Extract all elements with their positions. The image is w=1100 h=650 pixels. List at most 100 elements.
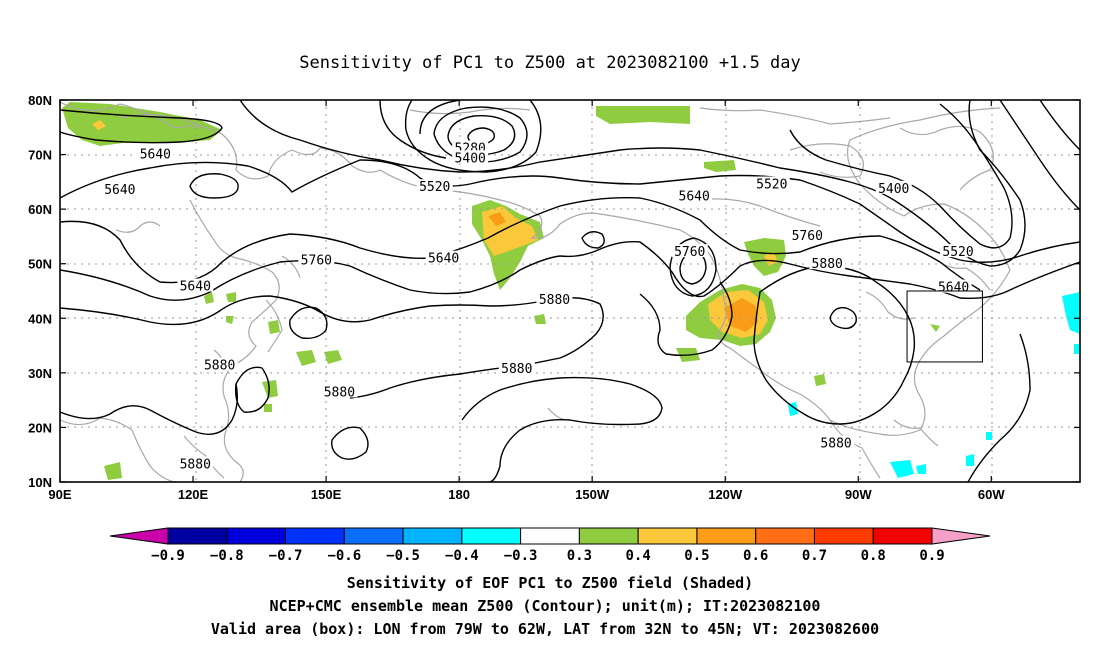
colorbar-label: −0.7 — [269, 548, 303, 564]
coastlines — [60, 101, 1011, 482]
shade-green — [296, 350, 316, 366]
colorbar-cell — [461, 527, 522, 545]
lon-label: 90E — [48, 487, 71, 502]
contour-label-bg — [298, 252, 335, 266]
shade-green — [268, 320, 280, 334]
contour-label: 5760 — [301, 253, 332, 268]
contour-label-bg — [498, 360, 535, 374]
shade-yellow — [764, 252, 778, 266]
contour-label: 5520 — [419, 180, 450, 195]
lat-label: 80N — [28, 93, 52, 108]
shade-green — [596, 106, 690, 124]
shade-cyan — [966, 454, 974, 466]
contour-label: 5400 — [878, 182, 909, 197]
contour-label-bg — [536, 292, 573, 306]
contour-label: 5640 — [679, 190, 710, 205]
contour-label-bg — [753, 176, 790, 190]
chart-title: Sensitivity of PC1 to Z500 at 2023082100… — [299, 53, 801, 73]
colorbar-cell — [167, 527, 228, 545]
colorbar-label: −0.4 — [445, 548, 479, 564]
shade-green — [534, 314, 546, 324]
colorbar-label: −0.5 — [386, 548, 420, 564]
contour-label: 5760 — [792, 229, 823, 244]
contour-label: 5760 — [674, 245, 705, 260]
shade-cyan — [986, 432, 992, 440]
shade-green — [62, 102, 222, 146]
shade-green — [104, 462, 122, 480]
map-frame — [59, 99, 1081, 483]
shade-yellow — [92, 120, 106, 130]
lon-label: 90W — [845, 487, 872, 502]
lat-label: 60N — [28, 202, 52, 217]
lat-label: 20N — [28, 420, 52, 435]
axis-ticks — [59, 99, 1080, 483]
colorbar-cell — [226, 527, 287, 545]
longitude-labels: 90E 120E 150E 180 150W 120W 90W 60W — [48, 487, 1005, 502]
contour-label-bg — [101, 181, 138, 195]
colorbar-cell — [813, 527, 874, 545]
colorbar-cell — [755, 527, 815, 545]
colorbar-label: 0.7 — [802, 548, 827, 564]
contour-label: 5880 — [501, 362, 532, 377]
lat-label: 50N — [28, 257, 52, 272]
lat-label: 10N — [28, 475, 52, 490]
colorbar-cell — [578, 527, 639, 545]
colorbar-label: 0.5 — [684, 548, 709, 564]
shade-green — [264, 404, 272, 412]
lon-label: 120E — [178, 487, 209, 502]
contour-label: 5880 — [812, 257, 843, 272]
colorbar: −0.9 −0.8 −0.7 −0.6 −0.5 −0.4 −0.3 0.3 0.4 0.5 0.6… — [109, 527, 991, 564]
contour-label-bg — [321, 384, 358, 398]
colorbar-cell — [402, 527, 463, 545]
contour-label-bg — [940, 244, 977, 258]
shade-orange — [488, 212, 506, 226]
contour-label-bg — [818, 435, 855, 449]
contour-label-bg — [416, 179, 453, 193]
colorbar-cell — [696, 527, 757, 545]
colorbar-label: 0.9 — [919, 548, 944, 564]
contour-label-bg — [671, 244, 708, 258]
colorbar-label: −0.9 — [151, 548, 185, 564]
sensitivity-shading — [62, 102, 1080, 480]
contour-label-bg — [452, 140, 489, 154]
contour-label-bg — [425, 250, 462, 264]
contour-label: 5880 — [204, 359, 235, 374]
contour-label-bg — [201, 357, 238, 371]
shade-cyan — [890, 460, 914, 478]
graticule — [60, 100, 1080, 482]
contour-label: 5880 — [324, 385, 355, 400]
colorbar-label: 0.8 — [861, 548, 886, 564]
contour-label: 5640 — [180, 280, 211, 295]
shade-cyan — [916, 464, 926, 474]
lon-label: 120W — [708, 487, 743, 502]
contour-label: 5640 — [938, 281, 969, 296]
shade-cyan — [1074, 344, 1080, 354]
colorbar-cell — [343, 527, 404, 545]
contour-label-bg — [452, 150, 489, 164]
lon-label: 150E — [311, 487, 342, 502]
lon-label: 180 — [448, 487, 470, 502]
contour-label-bg — [875, 180, 912, 194]
contour-label: 5880 — [180, 457, 211, 472]
contour-label: 5400 — [455, 151, 486, 166]
contour-label: 5880 — [820, 437, 851, 452]
contour-label-bg — [935, 279, 972, 293]
footer-line-2: NCEP+CMC ensemble mean Z500 (Contour); u… — [270, 597, 821, 615]
contour-label: 5640 — [140, 147, 171, 162]
colorbar-label: −0.6 — [327, 548, 361, 564]
colorbar-label: 0.3 — [567, 548, 592, 564]
contour-label: 5520 — [756, 177, 787, 192]
lat-label: 70N — [28, 148, 52, 163]
contour-label-bg — [809, 256, 846, 270]
footer-line-3: Valid area (box): LON from 79W to 62W, L… — [211, 620, 879, 638]
contour-label-bg — [789, 227, 826, 241]
contour-label: 5640 — [104, 183, 135, 198]
colorbar-label: 0.6 — [743, 548, 768, 564]
colorbar-high-arrow — [931, 527, 991, 545]
colorbar-label: −0.3 — [504, 548, 538, 564]
shade-green — [226, 292, 236, 302]
colorbar-cell — [285, 527, 345, 545]
